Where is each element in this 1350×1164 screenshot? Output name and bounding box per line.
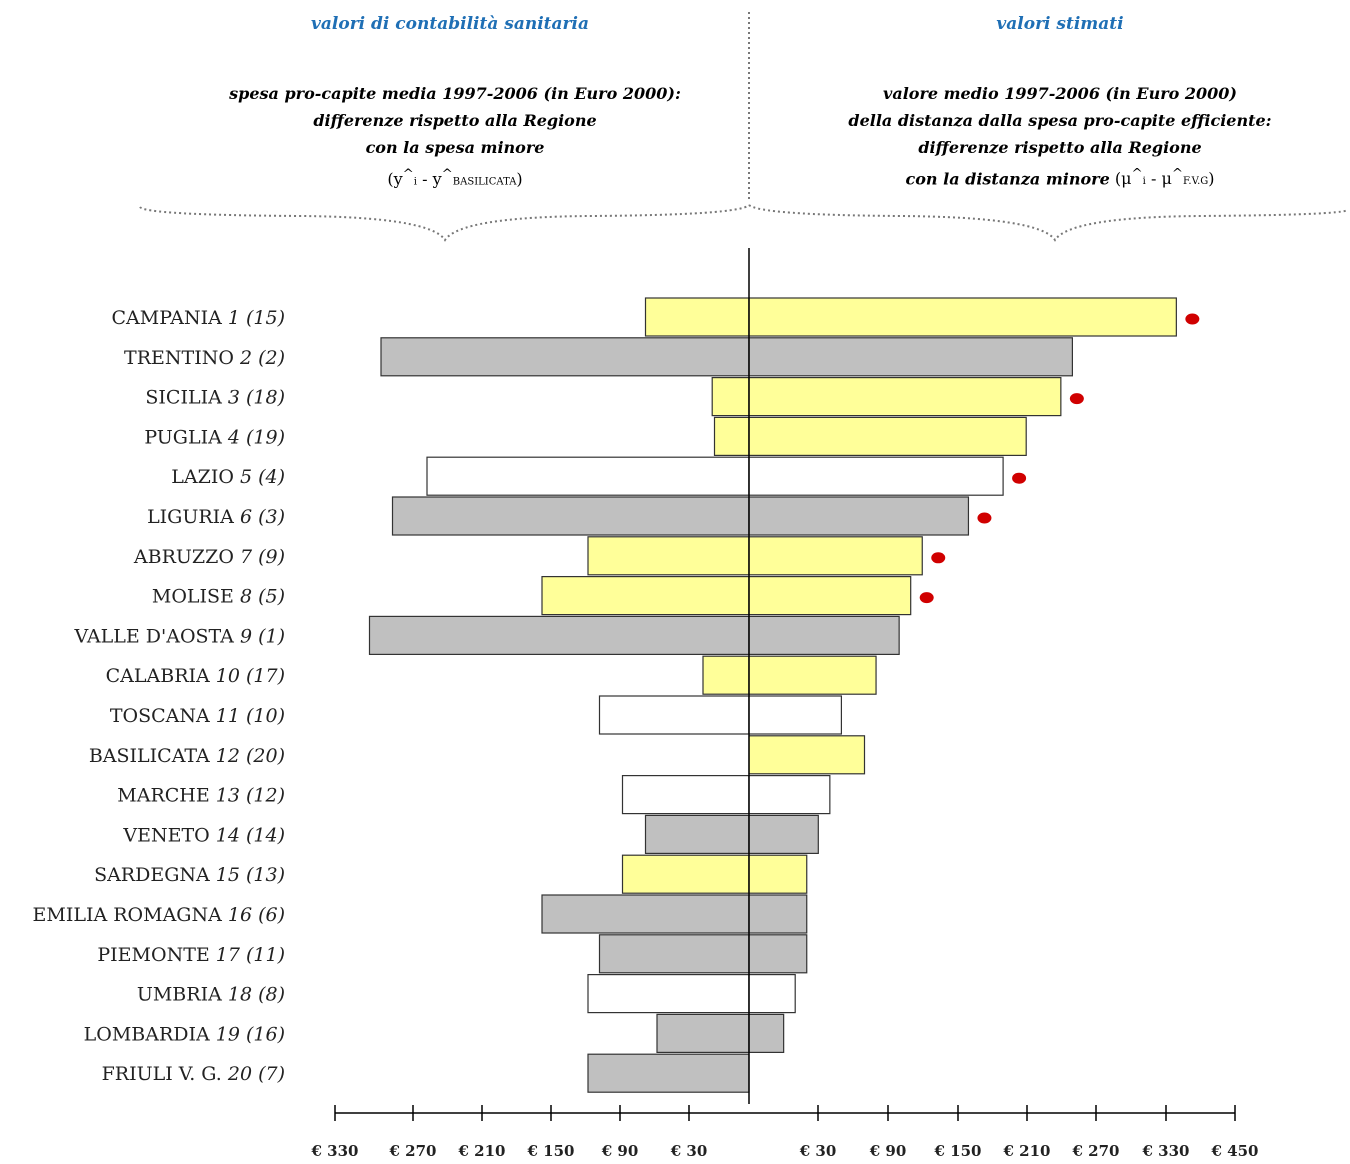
region-label-15: EMILIA ROMAGNA 16 (6) (33, 904, 285, 926)
bar-left-1 (380, 337, 750, 377)
marker-dot-4 (1012, 472, 1027, 484)
region-label-7: MOLISE 8 (5) (152, 586, 285, 608)
bar-right-16 (748, 934, 808, 974)
region-label-2: SICILIA 3 (18) (145, 387, 285, 409)
bar-left-13 (644, 814, 750, 855)
region-label-9: CALABRIA 10 (17) (106, 665, 285, 687)
marker-dot-5 (977, 512, 992, 524)
bar-left-10 (598, 695, 750, 735)
x-tick-label-left-1: € 270 (389, 1142, 437, 1160)
x-tick-label-right-1: € 90 (869, 1142, 907, 1160)
x-tick-label-left-0: € 330 (311, 1142, 359, 1160)
bar-left-3 (713, 416, 750, 456)
region-label-10: TOSCANA 11 (10) (110, 705, 285, 727)
region-label-18: LOMBARDIA 19 (16) (84, 1023, 285, 1045)
left-desc-line-3: con la spesa minore (365, 138, 545, 157)
bar-right-18 (748, 1013, 785, 1054)
marker-dot-7 (919, 592, 934, 604)
marker-dot-6 (931, 552, 946, 564)
bar-right-13 (748, 814, 819, 855)
x-tick-label-right-2: € 150 (934, 1142, 982, 1160)
x-tick-label-left-3: € 150 (527, 1142, 575, 1160)
bar-left-18 (656, 1013, 750, 1054)
bar-right-5 (748, 496, 970, 536)
bar-left-12 (621, 774, 750, 815)
bar-right-14 (748, 854, 808, 894)
bar-right-9 (748, 655, 877, 695)
region-label-4: LAZIO 5 (4) (171, 466, 285, 488)
region-label-16: PIEMONTE 17 (11) (97, 944, 285, 966)
x-tick-label-right-4: € 270 (1072, 1142, 1120, 1160)
bar-right-0 (748, 297, 1177, 337)
region-label-11: BASILICATA 12 (20) (89, 745, 285, 767)
bar-right-12 (748, 774, 831, 815)
left-panel-description: spesa pro-capite media 1997-2006 (in Eur… (150, 80, 760, 195)
x-tick-label-left-4: € 90 (601, 1142, 639, 1160)
region-label-12: MARCHE 13 (12) (117, 785, 285, 807)
region-label-13: VENETO 14 (14) (122, 824, 285, 846)
region-label-6: ABRUZZO 7 (9) (133, 546, 285, 568)
x-tick-label-right-0: € 30 (799, 1142, 837, 1160)
bar-right-11 (748, 735, 866, 775)
bar-left-7 (541, 575, 750, 616)
bar-right-1 (748, 337, 1073, 377)
left-desc-line-1: spesa pro-capite media 1997-2006 (in Eur… (229, 84, 681, 103)
x-tick-label-right-5: € 330 (1142, 1142, 1190, 1160)
right-desc-line-1: valore medio 1997-2006 (in Euro 2000) (883, 84, 1237, 103)
bar-left-14 (621, 854, 750, 894)
bar-left-19 (587, 1053, 750, 1093)
bar-left-16 (598, 934, 750, 974)
bar-left-6 (587, 536, 750, 576)
marker-dot-0 (1185, 313, 1200, 325)
left-panel-title: valori di contabilità sanitaria (311, 14, 589, 34)
x-tick-label-left-2: € 210 (458, 1142, 506, 1160)
bar-right-15 (748, 894, 808, 934)
left-formula: (y^i - y^BASILICATA) (387, 167, 523, 189)
bar-left-8 (368, 615, 750, 656)
bar-right-3 (748, 416, 1027, 456)
bar-right-7 (748, 575, 912, 616)
bar-right-4 (748, 456, 1004, 496)
right-panel-title: valori stimati (996, 14, 1124, 34)
left-brace (139, 204, 750, 242)
region-label-0: CAMPANIA 1 (15) (111, 307, 285, 329)
x-tick-label-right-3: € 210 (1003, 1142, 1051, 1160)
bar-left-4 (426, 456, 750, 496)
left-desc-line-2: differenze rispetto alla Regione (313, 111, 597, 130)
bar-left-0 (644, 297, 750, 337)
bar-left-9 (702, 655, 750, 695)
bar-right-10 (748, 695, 843, 735)
right-brace (748, 204, 1349, 242)
region-label-14: SARDEGNA 15 (13) (94, 864, 285, 886)
x-tick-label-left-5: € 30 (670, 1142, 708, 1160)
region-label-19: FRIULI V. G. 20 (7) (102, 1063, 285, 1085)
bar-right-6 (748, 536, 923, 576)
bar-right-17 (748, 973, 796, 1014)
region-label-8: VALLE D'AOSTA 9 (1) (73, 625, 285, 647)
right-desc-line-4: con la distanza minore (μ^i - μ^F.V.G) (905, 167, 1215, 189)
bar-left-15 (541, 894, 750, 934)
bar-right-2 (748, 377, 1062, 417)
x-tick-label-right-6: € 450 (1211, 1142, 1259, 1160)
bar-right-8 (748, 615, 900, 656)
region-label-3: PUGLIA 4 (19) (144, 426, 285, 448)
right-panel-description: valore medio 1997-2006 (in Euro 2000) de… (760, 80, 1350, 195)
region-label-5: LIGURIA 6 (3) (147, 506, 285, 528)
region-label-17: UMBRIA 18 (8) (137, 984, 285, 1006)
region-label-1: TRENTINO 2 (2) (124, 347, 285, 369)
bar-left-17 (587, 973, 750, 1014)
right-desc-line-3: differenze rispetto alla Regione (918, 138, 1202, 157)
marker-dot-2 (1069, 393, 1084, 405)
bar-left-5 (391, 496, 750, 536)
bar-left-2 (711, 377, 750, 417)
right-desc-line-2: della distanza dalla spesa pro-capite ef… (848, 111, 1272, 130)
